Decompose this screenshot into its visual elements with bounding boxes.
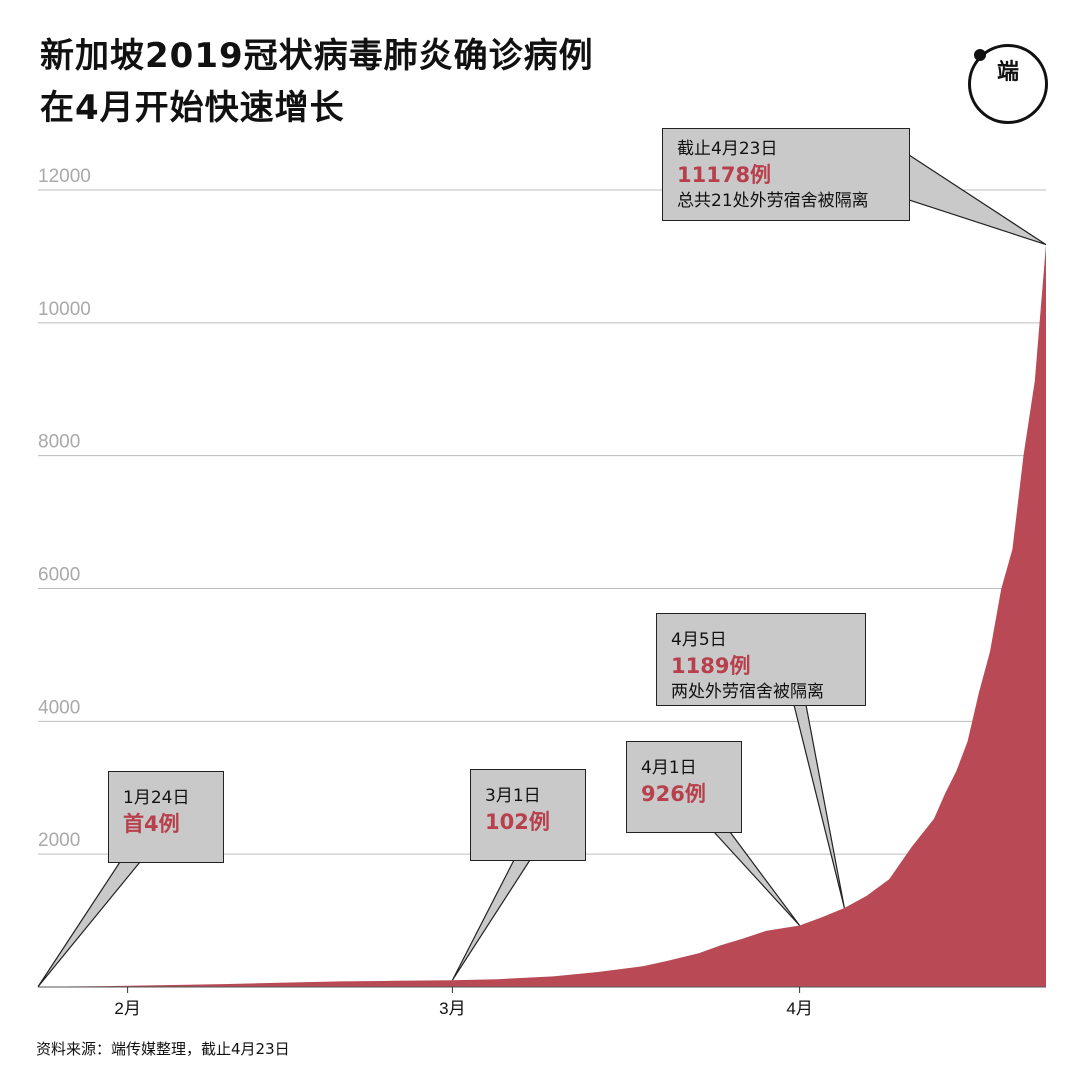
area-series: [38, 244, 1046, 988]
callout-pointer: [451, 859, 532, 981]
y-tick-label: 4000: [38, 697, 80, 718]
callout-april-1: 4月1日 926例: [626, 741, 742, 833]
y-tick-label: 8000: [38, 432, 80, 453]
callout-april-23: 截止4月23日 11178例 总共21处外劳宿舍被隔离: [662, 128, 910, 221]
callout-value: 926例: [641, 782, 706, 806]
callout-value: 11178例: [677, 163, 772, 187]
logo-dot: [974, 49, 986, 61]
callout-march-1: 3月1日 102例: [470, 769, 586, 861]
y-tick-label: 12000: [38, 166, 91, 187]
callout-note: 两处外劳宿舍被隔离: [671, 682, 824, 702]
x-tick-label: 2月: [114, 999, 140, 1018]
x-tick-label: 4月: [786, 999, 812, 1018]
title-line-2: 在4月开始快速增长: [40, 88, 345, 128]
source-note: 资料来源：端传媒整理，截止4月23日: [36, 1040, 290, 1058]
x-tick-label: 3月: [439, 999, 465, 1018]
title-line-1: 新加坡2019冠状病毒肺炎确诊病例: [40, 36, 594, 76]
callout-note: 总共21处外劳宿舍被隔离: [677, 191, 869, 211]
initium-media-logo-icon: 端: [968, 44, 1048, 124]
callout-april-5: 4月5日 1189例 两处外劳宿舍被隔离: [656, 613, 866, 706]
y-tick-label: 6000: [38, 565, 80, 586]
callout-first-case: 1月24日 首4例: [108, 771, 224, 863]
callout-pointer: [908, 153, 1047, 246]
callout-date: 3月1日: [485, 786, 541, 806]
callout-date: 截止4月23日: [677, 139, 778, 159]
callout-value: 1189例: [671, 654, 751, 678]
callout-pointer: [793, 704, 845, 909]
callout-date: 1月24日: [123, 788, 190, 808]
chart-title: 新加坡2019冠状病毒肺炎确诊病例 在4月开始快速增长: [40, 30, 594, 134]
callout-pointer: [37, 861, 142, 988]
callout-value: 102例: [485, 810, 550, 834]
y-tick-label: 10000: [38, 299, 91, 320]
logo-glyph: 端: [996, 60, 1019, 85]
callout-date: 4月1日: [641, 758, 697, 778]
callout-pointer: [712, 831, 801, 926]
y-tick-label: 2000: [38, 830, 80, 851]
callout-value: 首4例: [123, 812, 180, 836]
callout-date: 4月5日: [671, 630, 727, 650]
